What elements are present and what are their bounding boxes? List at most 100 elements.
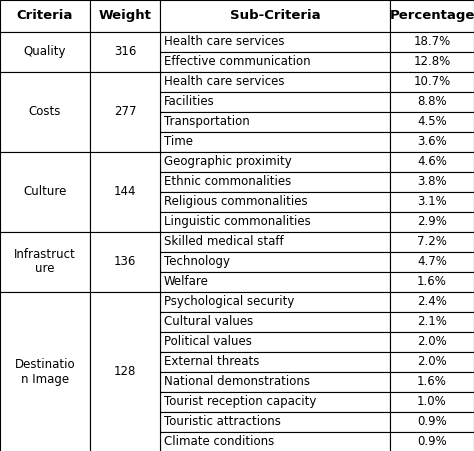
Bar [160,411,390,432]
Bar [390,51,474,72]
Bar [160,51,390,72]
Bar [160,212,390,231]
Text: Weight: Weight [99,9,151,22]
Text: Culture: Culture [23,185,67,198]
Bar [90,231,160,291]
Text: Ethnic commonalities: Ethnic commonalities [164,175,291,188]
Bar [0,231,90,291]
Text: 8.8%: 8.8% [417,95,447,108]
Text: National demonstrations: National demonstrations [164,375,310,388]
Text: 0.9%: 0.9% [417,415,447,428]
Text: 128: 128 [114,365,136,378]
Bar [160,72,390,92]
Bar [390,132,474,152]
Text: 277: 277 [114,105,136,118]
Bar [160,291,390,312]
Text: Religious commonalities: Religious commonalities [164,195,308,208]
Text: Facilities: Facilities [164,95,215,108]
Text: Political values: Political values [164,335,252,348]
Bar [160,92,390,111]
Bar [390,111,474,132]
Bar [390,72,474,92]
Text: 2.1%: 2.1% [417,315,447,328]
Bar [160,0,390,32]
Text: 1.6%: 1.6% [417,375,447,388]
Bar [160,171,390,192]
Text: Sub-Criteria: Sub-Criteria [230,9,320,22]
Bar [390,192,474,212]
Bar [390,92,474,111]
Text: 2.9%: 2.9% [417,215,447,228]
Text: Health care services: Health care services [164,35,284,48]
Text: 10.7%: 10.7% [413,75,451,88]
Bar [160,272,390,291]
Text: 0.9%: 0.9% [417,435,447,448]
Bar [90,291,160,451]
Bar [160,372,390,391]
Bar [390,432,474,451]
Bar [0,32,90,72]
Bar [390,331,474,351]
Bar [160,192,390,212]
Text: Time: Time [164,135,193,148]
Text: 2.0%: 2.0% [417,335,447,348]
Text: External threats: External threats [164,355,259,368]
Text: 12.8%: 12.8% [413,55,451,68]
Bar [160,231,390,252]
Text: Quality: Quality [24,45,66,58]
Text: Costs: Costs [29,105,61,118]
Text: Health care services: Health care services [164,75,284,88]
Bar [390,351,474,372]
Bar [390,0,474,32]
Bar [390,231,474,252]
Text: 316: 316 [114,45,136,58]
Bar [0,72,90,152]
Text: Linguistic commonalities: Linguistic commonalities [164,215,311,228]
Bar [390,411,474,432]
Text: 4.6%: 4.6% [417,155,447,168]
Bar [160,391,390,411]
Bar [90,32,160,72]
Bar [90,152,160,231]
Bar [390,372,474,391]
Text: Welfare: Welfare [164,275,209,288]
Text: Technology: Technology [164,255,230,268]
Bar [90,72,160,152]
Text: 1.6%: 1.6% [417,275,447,288]
Text: 2.4%: 2.4% [417,295,447,308]
Bar [390,391,474,411]
Text: 4.7%: 4.7% [417,255,447,268]
Bar [160,111,390,132]
Bar [0,291,90,451]
Bar [390,152,474,171]
Bar [160,32,390,51]
Text: Climate conditions: Climate conditions [164,435,274,448]
Text: Cultural values: Cultural values [164,315,253,328]
Text: 136: 136 [114,255,136,268]
Text: Destinatio
n Image: Destinatio n Image [15,358,75,386]
Bar [160,432,390,451]
Bar [390,272,474,291]
Bar [0,0,90,32]
Bar [160,351,390,372]
Bar [160,132,390,152]
Text: 4.5%: 4.5% [417,115,447,128]
Bar [160,312,390,331]
Bar [390,32,474,51]
Bar [90,0,160,32]
Bar [160,152,390,171]
Bar [160,252,390,272]
Text: Geographic proximity: Geographic proximity [164,155,292,168]
Text: Criteria: Criteria [17,9,73,22]
Text: Effective communication: Effective communication [164,55,310,68]
Bar [390,252,474,272]
Text: 7.2%: 7.2% [417,235,447,248]
Text: Transportation: Transportation [164,115,250,128]
Bar [390,171,474,192]
Bar [390,212,474,231]
Text: Touristic attractions: Touristic attractions [164,415,281,428]
Bar [0,152,90,231]
Text: 3.1%: 3.1% [417,195,447,208]
Text: Skilled medical staff: Skilled medical staff [164,235,283,248]
Text: 3.6%: 3.6% [417,135,447,148]
